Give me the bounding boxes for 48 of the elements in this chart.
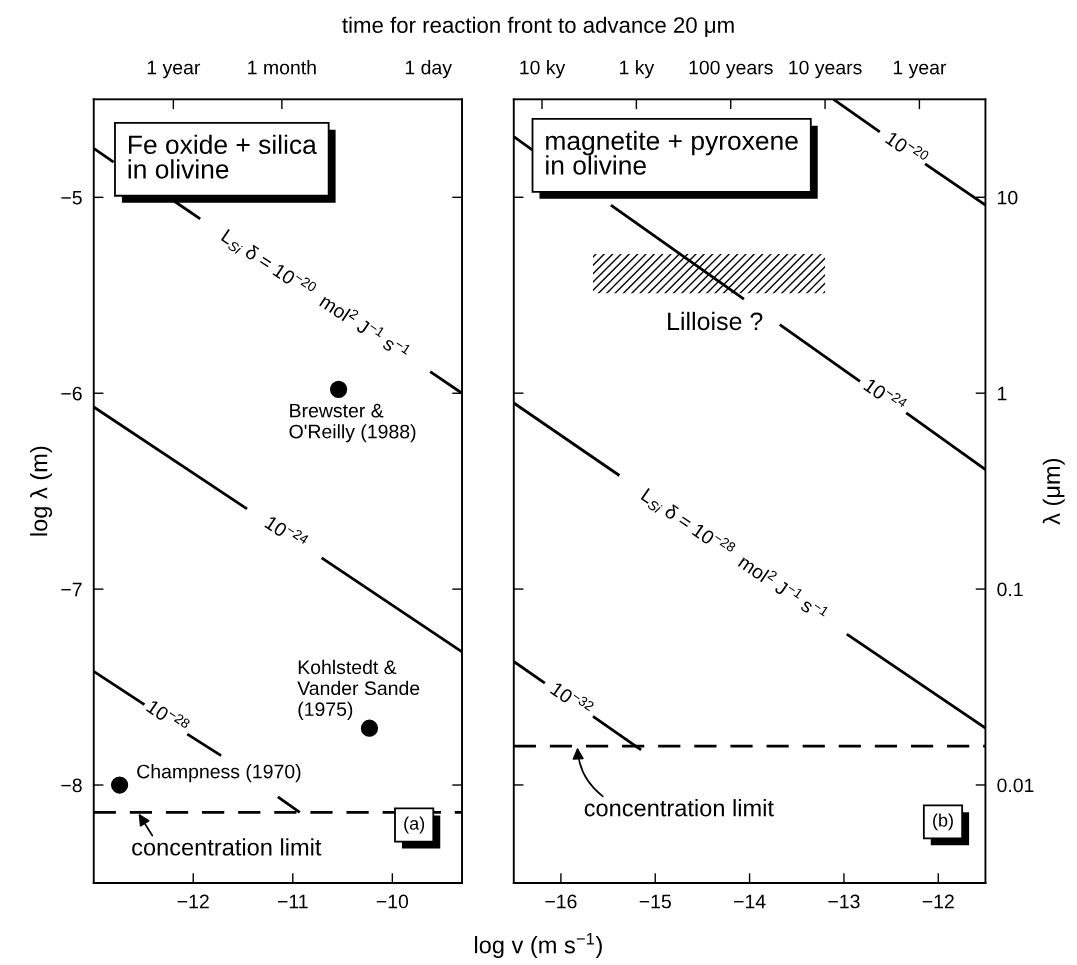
x-tick-label: −11: [277, 894, 308, 909]
annotation: (b): [933, 813, 953, 831]
annotation: Fe oxide + silica in olivine: [128, 134, 317, 179]
annotation: Lilloise ?: [668, 311, 763, 331]
annotation: 10$^{−20}$: [884, 128, 930, 167]
x-tick-label: −14: [734, 894, 766, 909]
annotation: 10$^{−28}$: [145, 696, 191, 735]
x-tick-label: −12: [177, 894, 209, 909]
x-tick-label: −10: [376, 894, 409, 909]
text: 10 ky: [520, 60, 566, 79]
annotation: 10$^{−24}$: [264, 512, 310, 551]
annotation: Brewster & O'Reilly (1988): [289, 403, 416, 443]
point: [360, 719, 379, 737]
y-tick-label: 10: [998, 190, 1018, 205]
x-tick-label: −13: [828, 894, 860, 909]
legend-label: concentration limit: [584, 799, 774, 817]
x-axis-title: log v (m s$^{−1}$): [475, 933, 602, 959]
text: 1 year: [147, 60, 201, 79]
annotation: magnetite + pyroxene in olivine: [546, 130, 798, 175]
text: 1 day: [405, 60, 452, 79]
text: 1 year: [893, 60, 947, 79]
annotation: Champness (1970): [137, 764, 301, 783]
y-axis-title: λ (μm): [1042, 458, 1065, 525]
y-axis-title: log λ (m): [30, 446, 53, 536]
y-tick-label: 0.01: [997, 778, 1034, 793]
text: L$_{Si}$ δ = 10$^{−28}$ mol$^{2}$ J$^{−1}$ s$^{−1}$: [640, 487, 830, 617]
text: 100 years: [689, 60, 773, 79]
y-tick-label: 1: [998, 386, 1007, 401]
point: [110, 776, 129, 794]
y-tick-label: −5: [61, 191, 82, 205]
y-tick-label: −8: [61, 778, 82, 793]
annotation: 10$^{−24}$: [863, 375, 909, 414]
point: [329, 380, 348, 398]
y-tick-label: −6: [61, 386, 82, 401]
text: L$_{Si}$ δ = 10$^{−20}$ mol$^{2}$ J$^{−1}$ s$^{−1}$: [220, 228, 412, 355]
y-tick-label: 0.1: [997, 582, 1023, 597]
text: time for reaction front to advance 20 μm: [342, 16, 734, 38]
x-tick-label: −12: [922, 894, 954, 909]
annotation: (a): [404, 816, 425, 834]
text: 1 month: [248, 60, 316, 75]
legend-label: concentration limit: [132, 838, 322, 856]
x-tick-label: −15: [639, 894, 671, 909]
y-tick-label: −7: [61, 582, 82, 597]
text: 10 years: [789, 60, 862, 79]
x-tick-label: −16: [545, 894, 577, 909]
annotation: Kohlstedt & Vander Sande (1975): [297, 659, 420, 720]
text: 1 ky: [620, 60, 655, 79]
annotation: 10$^{−32}$: [549, 679, 595, 718]
